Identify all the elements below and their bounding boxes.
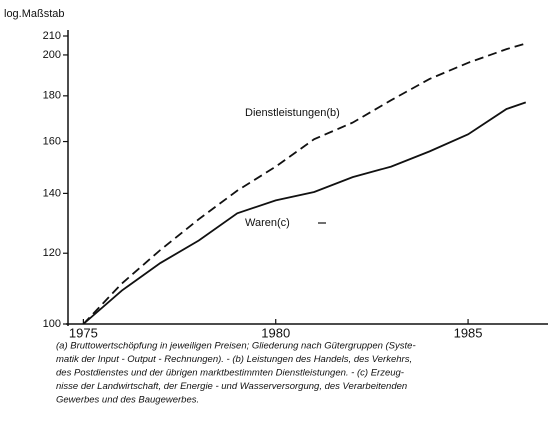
y-tick-label: 140 <box>43 187 61 199</box>
x-tick-label: 1985 <box>454 325 483 340</box>
y-tick-label: 120 <box>43 247 61 259</box>
y-tick-label: 200 <box>43 49 61 61</box>
x-tick-label: 1975 <box>69 325 98 340</box>
footnote-line: matik der Input - Output - Rechnungen). … <box>56 354 412 365</box>
y-tick-label: 180 <box>43 90 61 102</box>
series-label: Waren(c) <box>245 217 290 229</box>
y-tick-label: 100 <box>43 318 61 330</box>
footnote-line: des Postdienstes und der übrigen marktbe… <box>56 368 404 379</box>
x-tick-label: 1980 <box>261 325 290 340</box>
series-label: Dienstleistungen(b) <box>245 107 340 119</box>
footnote-line: Gewerbes und des Baugewerbes. <box>56 395 199 406</box>
footnote-line: nisse der Landwirtschaft, der Energie - … <box>56 381 407 392</box>
y-tick-label: 210 <box>43 30 61 42</box>
series-line <box>82 42 527 325</box>
y-axis-label: log.Maßstab <box>4 8 65 20</box>
footnote-line: (a) Bruttowertschöpfung in jeweiligen Pr… <box>56 341 416 352</box>
y-tick-label: 160 <box>43 135 61 147</box>
series-line <box>82 101 527 325</box>
